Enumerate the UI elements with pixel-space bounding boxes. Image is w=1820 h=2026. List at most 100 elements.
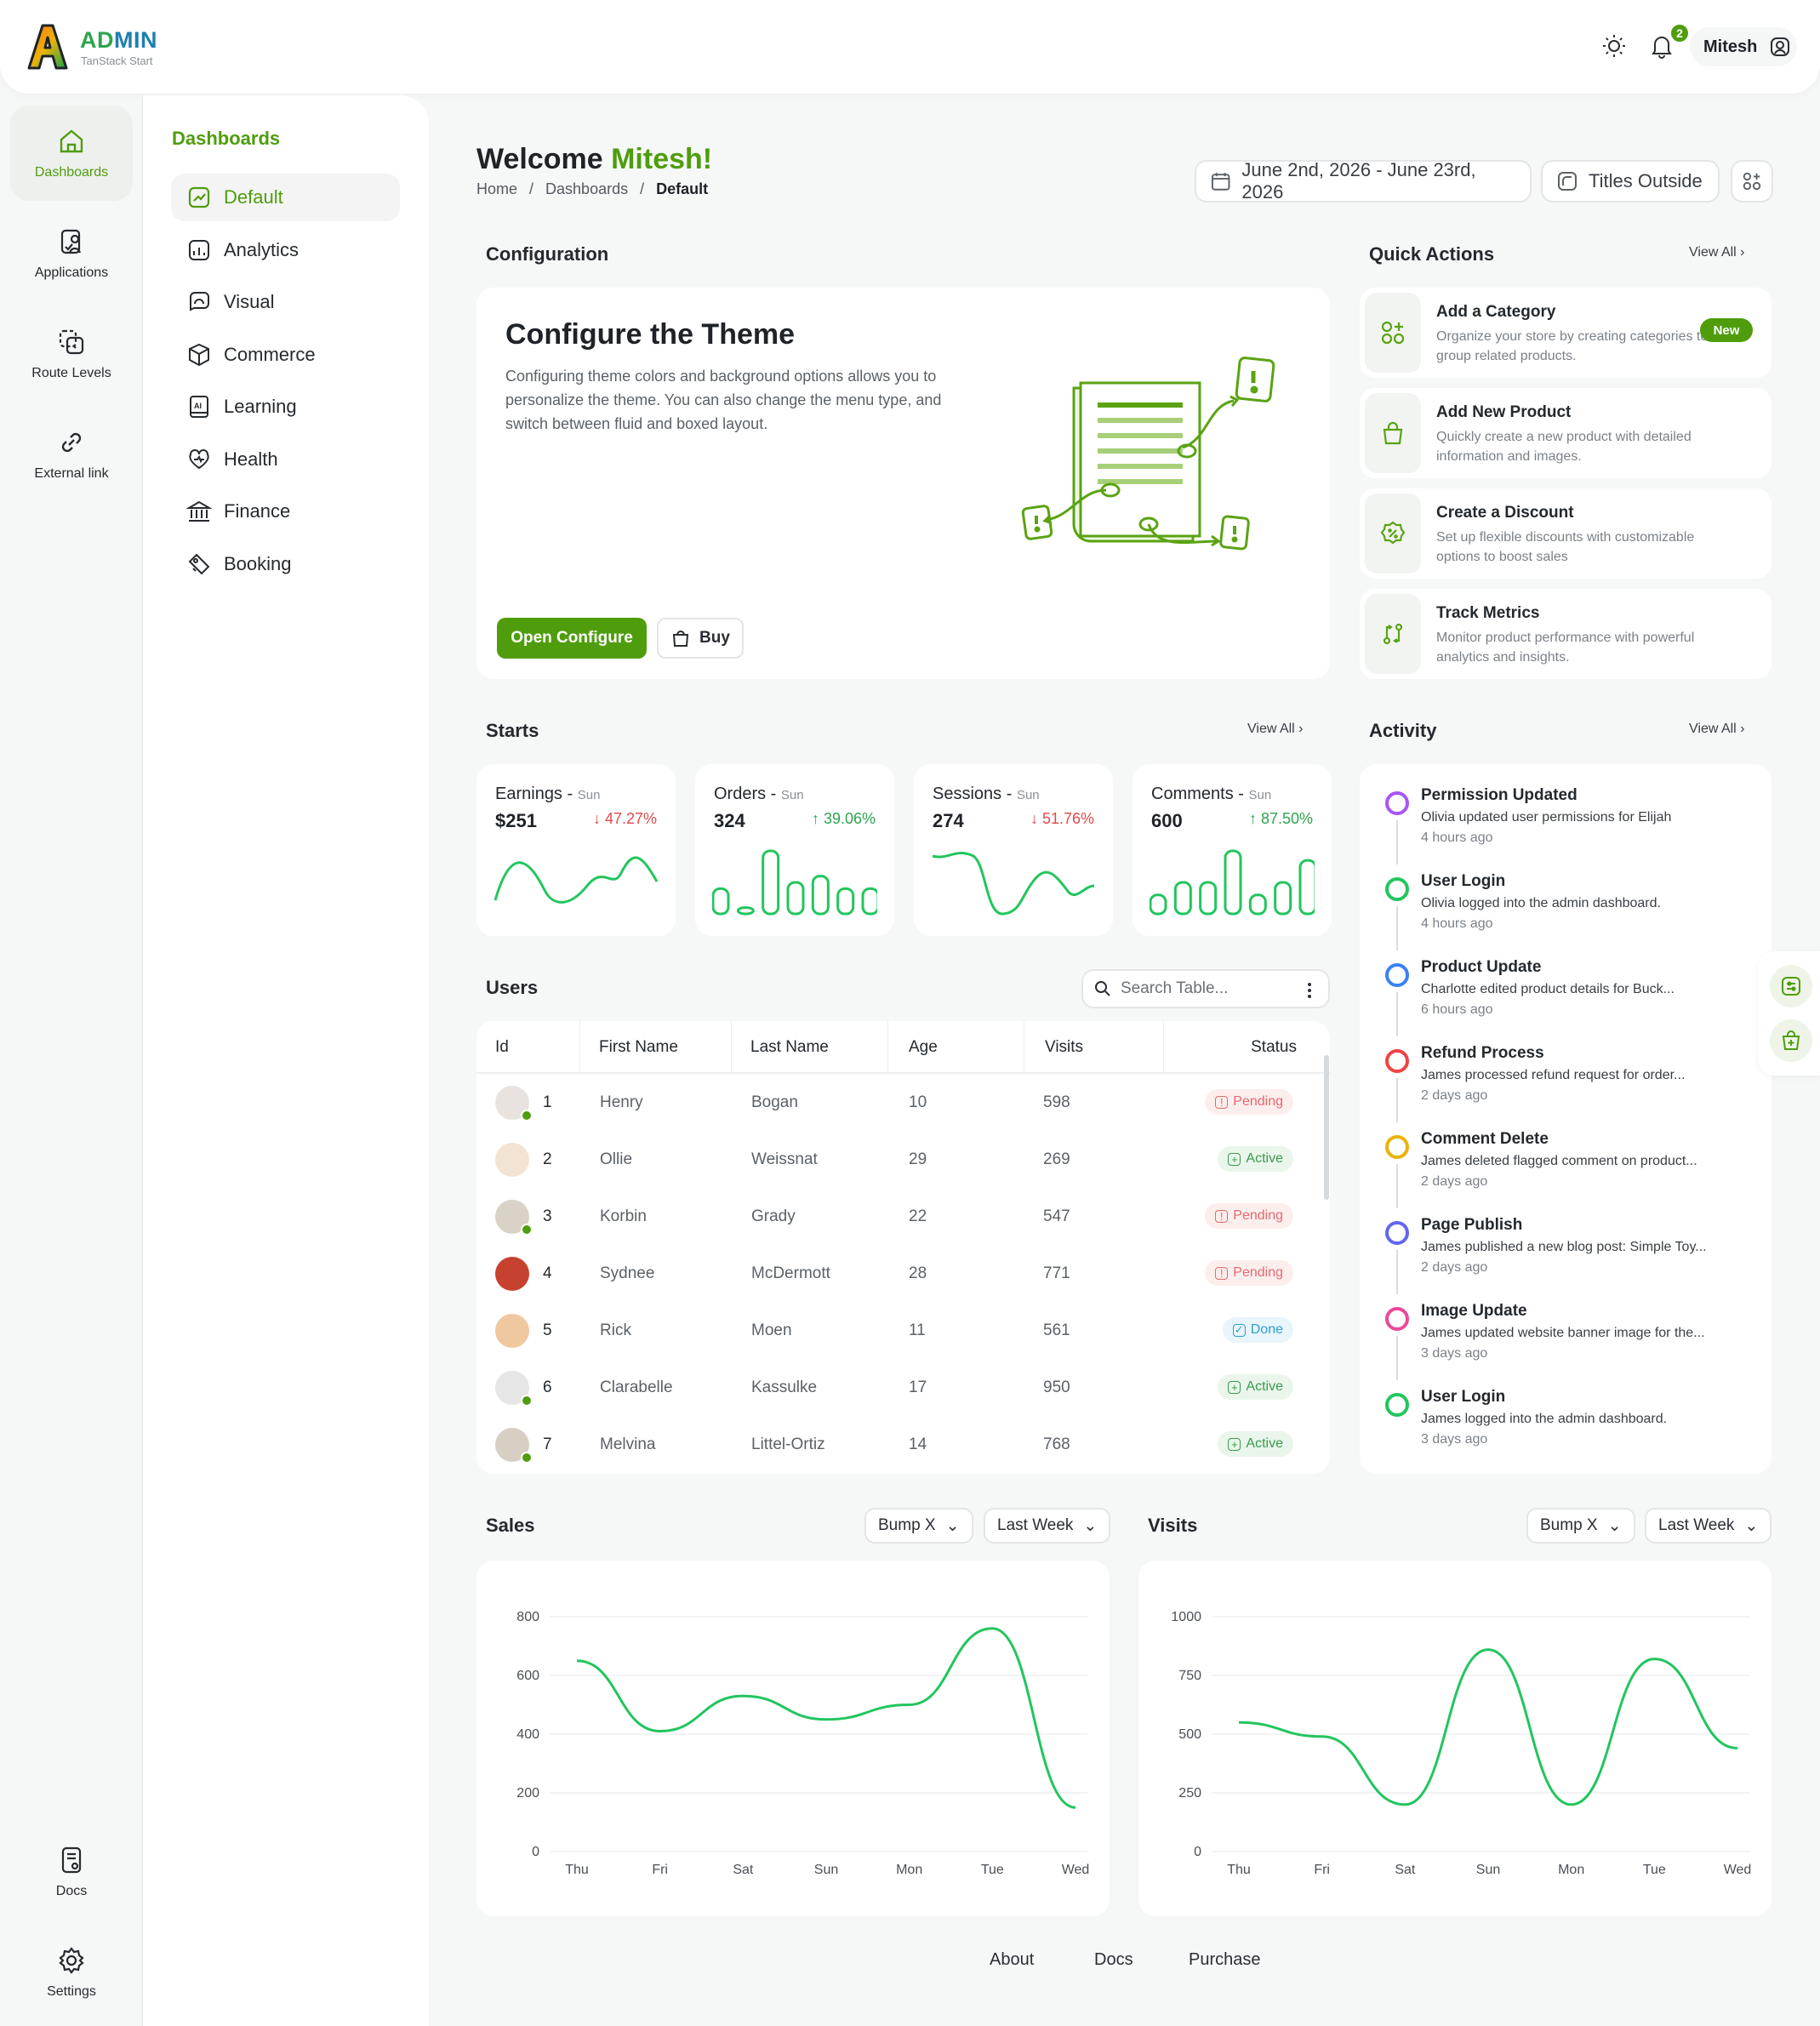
top-bar: ADMIN TanStack Start 2 Mitesh: [0, 0, 1820, 94]
earnings-sparkline: [494, 856, 659, 904]
y-tick-label: 0: [532, 1845, 539, 1859]
table-row[interactable]: 1 Henry Bogan 10 598! Pending: [476, 1074, 1319, 1131]
subnav-item-commerce[interactable]: Commerce: [171, 331, 400, 379]
notification-count-badge: 2: [1669, 22, 1691, 44]
avatar: [495, 1143, 529, 1177]
stat-card-earnings[interactable]: Earnings - Sun $251 ↓ 47.27%: [476, 764, 676, 936]
subnav-item-health[interactable]: Health: [171, 436, 400, 483]
stats-view-all[interactable]: View All ›: [1247, 722, 1304, 736]
visits-curve-select[interactable]: Bump X ⌄: [1526, 1508, 1635, 1544]
user-menu-button[interactable]: Mitesh: [1690, 27, 1797, 66]
activity-description: James updated website banner image for t…: [1421, 1326, 1705, 1340]
table-row[interactable]: 5 Rick Moen 11 561 ✓ Done: [476, 1302, 1319, 1359]
table-search-input[interactable]: Search Table...: [1081, 969, 1330, 1008]
rail-item-external-link[interactable]: External link: [10, 407, 133, 502]
cell-visits: 269: [1043, 1150, 1070, 1168]
rail-item-docs[interactable]: Docs: [10, 1824, 133, 1920]
footer-docs-link[interactable]: Docs: [1094, 1950, 1133, 1969]
activity-item[interactable]: Permission Updated Olivia updated user pe…: [1385, 786, 1743, 871]
quick-action-add-product[interactable]: Add New Product Quickly create a new pro…: [1360, 388, 1772, 478]
stat-card-comments[interactable]: Comments - Sun 600 ↑ 87.50%: [1133, 764, 1332, 936]
column-header-visits[interactable]: Visits: [1024, 1021, 1164, 1074]
breadcrumb-separator: /: [529, 180, 534, 197]
table-row[interactable]: 3 Korbin Grady 22 547! Pending: [476, 1188, 1319, 1245]
sales-curve-select[interactable]: Bump X ⌄: [864, 1508, 973, 1544]
activity-view-all[interactable]: View All ›: [1689, 722, 1745, 736]
more-vertical-icon[interactable]: [1306, 981, 1313, 1000]
cell-age: 28: [909, 1264, 927, 1282]
subnav-item-booking[interactable]: Booking: [171, 540, 400, 588]
column-header-age[interactable]: Age: [888, 1021, 1024, 1074]
chevron-down-icon: ⌄: [1744, 1516, 1759, 1535]
theme-toggle-sun-icon[interactable]: [1600, 32, 1628, 60]
activity-item[interactable]: User Login Olivia logged into the admin d…: [1385, 872, 1743, 957]
activity-item[interactable]: Refund Process James processed refund req…: [1385, 1044, 1743, 1129]
stat-card-orders[interactable]: Orders - Sun 324 ↑ 39.06%: [695, 764, 894, 936]
footer-purchase-link[interactable]: Purchase: [1189, 1950, 1261, 1969]
subnav-item-visual[interactable]: Visual: [171, 278, 400, 326]
column-header-id[interactable]: Id: [476, 1021, 580, 1074]
column-header-first-name[interactable]: First Name: [580, 1021, 732, 1074]
quick-action-create-discount[interactable]: Create a Discount Set up flexible discou…: [1360, 488, 1772, 579]
metrics-icon: [1383, 623, 1403, 645]
rail-item-applications[interactable]: Applications: [10, 206, 133, 301]
rail-item-dashboards[interactable]: Dashboards: [10, 106, 133, 201]
visits-chart-card: 0 250 500 750 1000 Thu Fri Sat Sun Mon Tue Wed: [1138, 1561, 1772, 1916]
quick-action-add-category[interactable]: Add a Category Organize your store by cr…: [1360, 288, 1772, 378]
cell-first-name: Rick: [600, 1321, 631, 1339]
sales-chart-card: 0 200 400 600 800 Thu Fri Sat Sun Mon Tue Wed: [476, 1561, 1110, 1916]
timeline-connector: [1396, 1164, 1398, 1208]
titles-outside-button[interactable]: Titles Outside: [1541, 160, 1720, 203]
table-header: Id First Name Last Name Age Visits Statu…: [476, 1021, 1330, 1074]
table-row[interactable]: 7 Melvina Littel-Ortiz 14 768 + Active: [476, 1416, 1319, 1473]
activity-time: 3 days ago: [1421, 1346, 1488, 1361]
status-badge: ! Pending: [1205, 1260, 1293, 1286]
logo-icon[interactable]: [26, 22, 70, 70]
stat-value: $251: [495, 810, 537, 831]
table-scrollbar[interactable]: [1324, 1055, 1329, 1200]
table-row[interactable]: 4 Sydnee McDermott 28 771! Pending: [476, 1245, 1319, 1302]
activity-item[interactable]: Page Publish James published a new blog p…: [1385, 1216, 1743, 1301]
customizer-button[interactable]: [1770, 965, 1812, 1007]
activity-item[interactable]: Image Update James updated website banner…: [1385, 1302, 1743, 1387]
buy-button[interactable]: Buy: [657, 618, 744, 659]
activity-item[interactable]: Comment Delete James deleted flagged comm…: [1385, 1130, 1743, 1215]
status-label: Pending: [1233, 1265, 1283, 1280]
quick-actions-view-all[interactable]: View All ›: [1689, 245, 1745, 260]
cell-last-name: McDermott: [751, 1264, 830, 1282]
date-range-picker[interactable]: June 2nd, 2026 - June 23rd, 2026: [1195, 159, 1532, 203]
column-header-last-name[interactable]: Last Name: [732, 1021, 888, 1074]
open-configure-button[interactable]: Open Configure: [497, 618, 647, 659]
table-row[interactable]: 2 Ollie Weissnat 29 269 + Active: [476, 1131, 1319, 1188]
subnav-label: Finance: [224, 500, 291, 522]
cell-id: 3: [543, 1207, 552, 1225]
breadcrumb-home[interactable]: Home: [476, 180, 518, 197]
subnav-item-default[interactable]: Default: [171, 174, 400, 221]
stat-card-sessions[interactable]: Sessions - Sun 274 ↓ 51.76%: [914, 764, 1113, 936]
activity-item[interactable]: Product Update Charlotte edited product d…: [1385, 958, 1743, 1043]
column-header-status[interactable]: Status: [1251, 1038, 1297, 1056]
visits-range-select[interactable]: Last Week ⌄: [1645, 1508, 1772, 1544]
table-row[interactable]: 6 Clarabelle Kassulke 17 950 + Active: [476, 1359, 1319, 1416]
rail-item-route-levels[interactable]: Route Levels: [10, 306, 133, 402]
activity-description: James deleted flagged comment on product…: [1421, 1154, 1697, 1168]
footer-about-link[interactable]: About: [990, 1950, 1035, 1969]
search-icon: [1095, 981, 1110, 996]
stat-title: Sessions - Sun: [933, 785, 1040, 804]
buy-now-button[interactable]: [1770, 1019, 1812, 1062]
sales-range-select[interactable]: Last Week ⌄: [984, 1508, 1111, 1544]
quick-action-track-metrics[interactable]: Track Metrics Monitor product performanc…: [1360, 589, 1772, 679]
subnav-item-analytics[interactable]: Analytics: [171, 226, 400, 274]
timeline-connector: [1396, 1078, 1398, 1122]
cell-first-name: Clarabelle: [600, 1378, 673, 1396]
activity-title: Comment Delete: [1421, 1130, 1549, 1148]
widgets-button[interactable]: [1731, 160, 1773, 203]
notifications-bell-icon[interactable]: [1648, 32, 1675, 60]
cell-id: 5: [543, 1321, 552, 1339]
subnav-item-finance[interactable]: Finance: [171, 488, 400, 535]
activity-item[interactable]: User Login James logged into the admin da…: [1385, 1388, 1743, 1473]
chevron-down-icon: ⌄: [1607, 1516, 1622, 1535]
rail-item-settings[interactable]: Settings: [10, 1925, 133, 2020]
subnav-item-learning[interactable]: AI Learning: [171, 383, 400, 431]
breadcrumb-dashboards[interactable]: Dashboards: [545, 180, 629, 197]
